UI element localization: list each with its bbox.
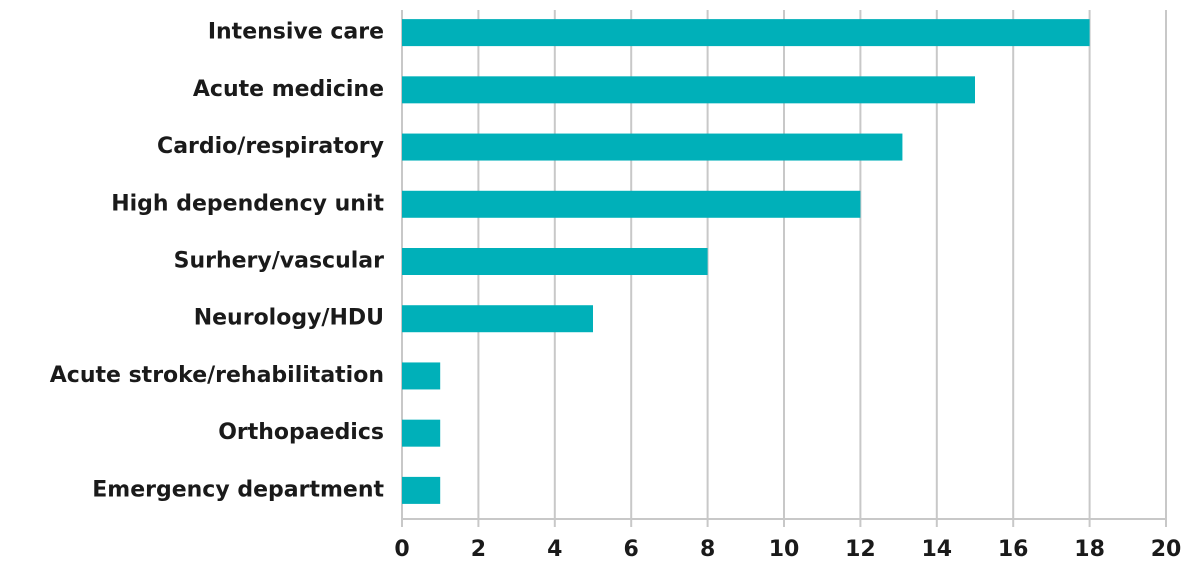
y-tick-label: Acute medicine: [193, 77, 384, 102]
y-tick-label: Emergency department: [92, 477, 384, 502]
bar: [402, 248, 708, 275]
x-tick-label: 12: [845, 537, 876, 562]
x-tick-label: 10: [769, 537, 800, 562]
y-tick-label: Acute stroke/rehabilitation: [50, 363, 384, 388]
x-tick-label: 14: [921, 537, 952, 562]
bar: [402, 133, 903, 161]
y-tick-label: Orthopaedics: [218, 420, 384, 445]
x-tick-label: 6: [624, 537, 639, 562]
bar: [402, 476, 441, 504]
y-tick-label: Surhery/vascular: [174, 249, 385, 274]
y-tick-label: Neurology/HDU: [194, 306, 384, 331]
x-tick-label: 0: [394, 537, 409, 562]
x-tick-label: 4: [547, 537, 562, 562]
x-tick-label: 16: [998, 537, 1029, 562]
x-tick-label: 8: [700, 537, 715, 562]
x-tick-label: 20: [1151, 537, 1182, 562]
x-tick-label: 2: [471, 537, 486, 562]
bar: [402, 76, 975, 104]
bar: [402, 419, 441, 447]
bar: [402, 305, 593, 333]
y-tick-label: High dependency unit: [111, 191, 384, 216]
x-tick-label: 18: [1074, 537, 1105, 562]
bar: [402, 190, 861, 218]
y-tick-label: Intensive care: [208, 20, 384, 45]
bar: [402, 19, 1090, 47]
y-tick-label: Cardio/respiratory: [157, 134, 384, 159]
bar: [402, 362, 441, 390]
